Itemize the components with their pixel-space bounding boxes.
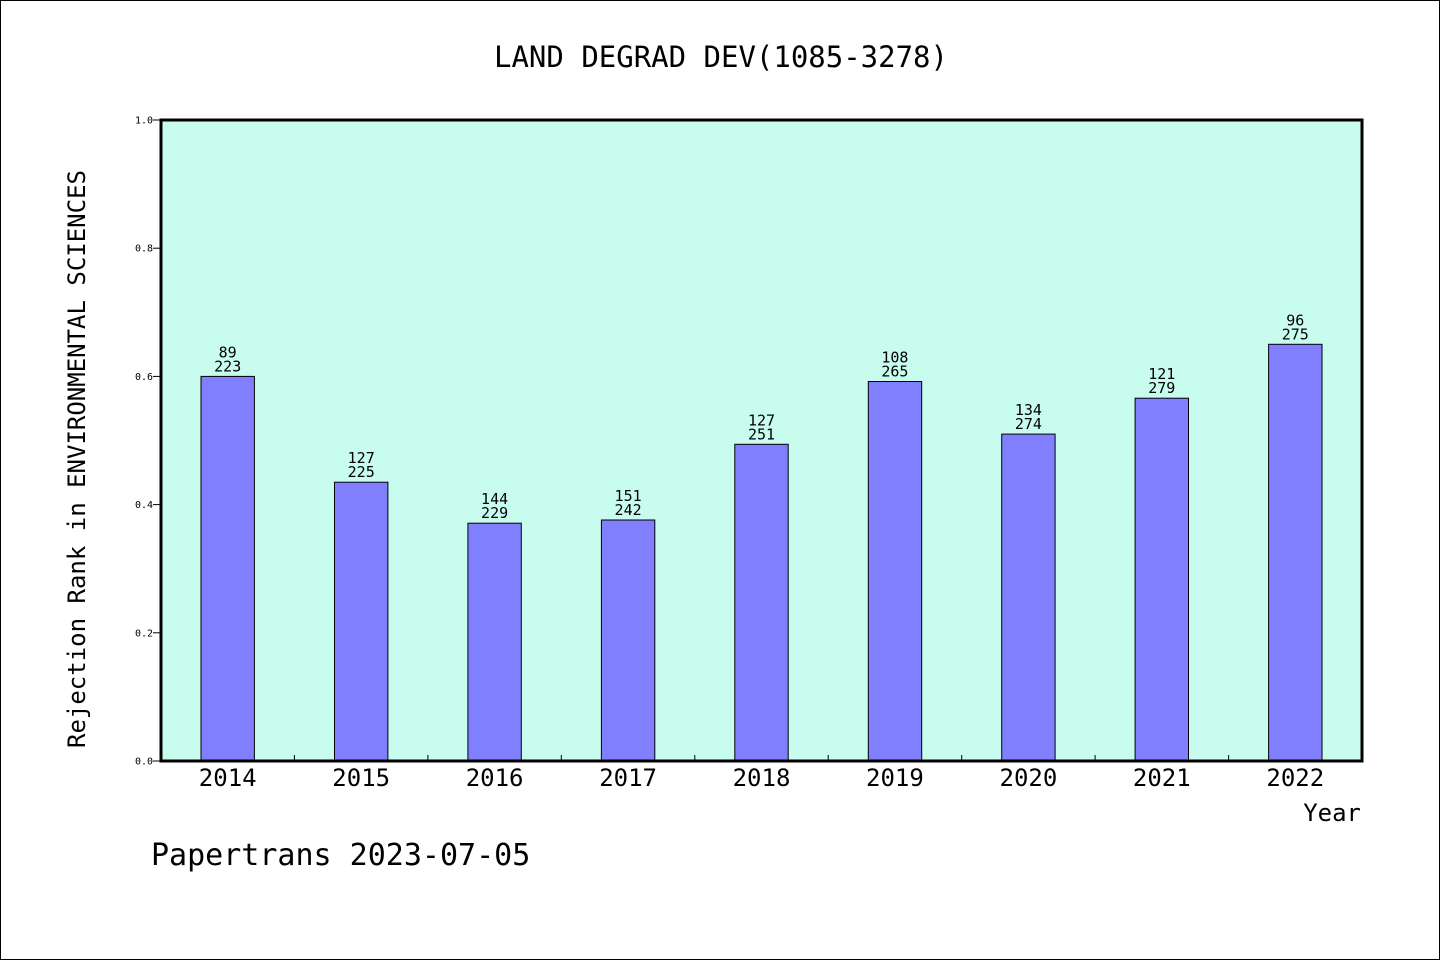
x-tick-label-2015: 2015 [332, 764, 390, 792]
x-tick-label-2014: 2014 [199, 764, 257, 792]
bar-2016 [467, 522, 522, 762]
x-tick-label-2020: 2020 [1000, 764, 1058, 792]
x-tick-label-2021: 2021 [1133, 764, 1191, 792]
y-tick-label: 0.8 [135, 244, 153, 255]
bar-label-bottom-2017: 242 [615, 501, 642, 519]
x-tick-label-2018: 2018 [733, 764, 791, 792]
footer-text: Papertrans 2023-07-05 [151, 838, 530, 873]
x-tick-label-2019: 2019 [866, 764, 924, 792]
bar-label-bottom-2021: 279 [1148, 379, 1175, 397]
bar-label-top-2022: 96 [1286, 311, 1304, 329]
bar-label-top-2014: 89 [219, 343, 237, 361]
y-axis-ticks: 0.0 0.2 0.4 0.6 0.8 1.0 [135, 116, 161, 768]
bar-label-bottom-2020: 274 [1015, 415, 1042, 433]
y-tick-label: 0.6 [135, 372, 153, 383]
bar-2021 [1134, 397, 1189, 762]
bars-layer [200, 343, 1323, 762]
plot-frame [159, 118, 1364, 763]
y-tick-label: 0.4 [135, 500, 153, 511]
bar-2019 [867, 381, 923, 762]
bar-label-bottom-2022: 275 [1282, 325, 1309, 343]
y-tick-label: 0.2 [135, 628, 153, 639]
bar-2022 [1268, 343, 1323, 762]
bar-2018 [734, 443, 789, 762]
y-axis-label: Rejection Rank in ENVIRONMENTAL SCIENCES [63, 170, 91, 748]
bar-label-top-2019: 108 [881, 349, 908, 367]
bar-label-bottom-2019: 265 [881, 363, 908, 381]
bar-label-bottom-2016: 229 [481, 504, 508, 522]
x-axis-label: Year [1303, 799, 1361, 827]
y-tick-label: 0.0 [135, 757, 153, 768]
x-axis-ticks: 2014 2015 2016 2017 2018 2019 2020 2021 2022 [199, 755, 1324, 792]
bar-label-top-2018: 127 [748, 411, 775, 429]
bar-label-top-2020: 134 [1015, 401, 1042, 419]
y-tick-label: 1.0 [135, 116, 153, 127]
bar-labels-layer: 8922312722514422915124212725110826513427… [214, 311, 1309, 522]
bar-2015 [334, 481, 389, 762]
bar-label-top-2016: 144 [481, 490, 508, 508]
bar-2017 [600, 519, 656, 762]
bar-label-top-2021: 121 [1148, 365, 1175, 383]
bar-2014 [200, 375, 255, 762]
bar-label-bottom-2018: 251 [748, 425, 775, 443]
chart-title: LAND DEGRAD DEV(1085-3278) [494, 40, 948, 74]
bar-2020 [1001, 433, 1056, 762]
bar-label-top-2015: 127 [348, 449, 375, 467]
x-tick-label-2017: 2017 [599, 764, 657, 792]
bar-label-bottom-2014: 223 [214, 357, 241, 375]
bar-label-bottom-2015: 225 [348, 463, 375, 481]
x-tick-label-2022: 2022 [1266, 764, 1324, 792]
x-tick-label-2016: 2016 [466, 764, 524, 792]
bar-label-top-2017: 151 [615, 487, 642, 505]
